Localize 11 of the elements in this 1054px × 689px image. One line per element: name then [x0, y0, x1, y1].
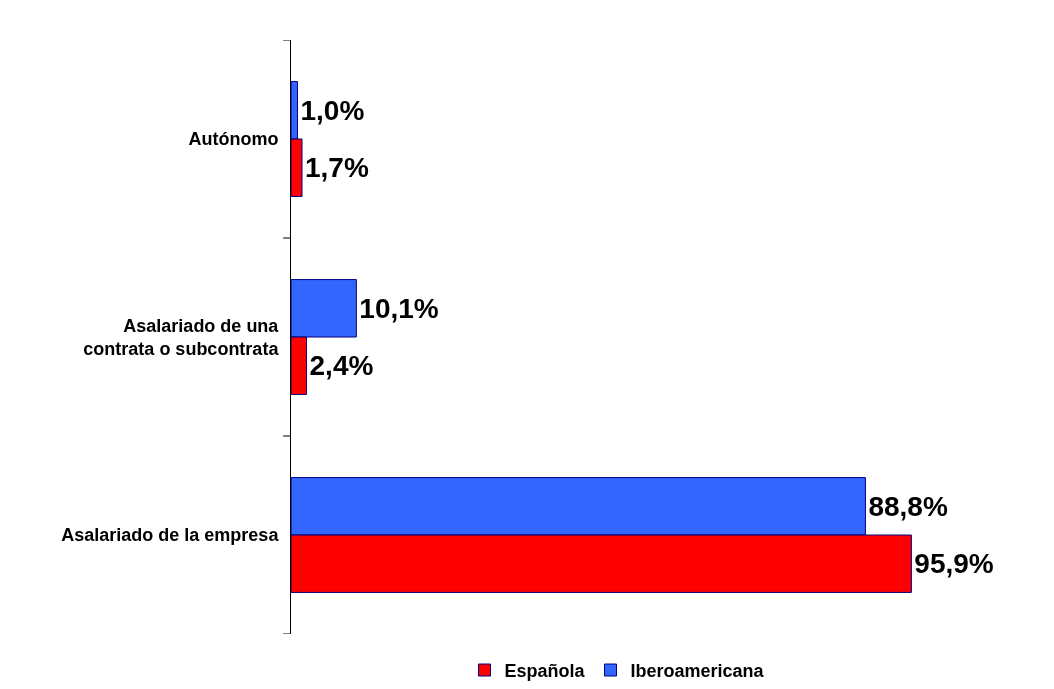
- y-tick-label: Asalariado de una contrata o subcontrata: [83, 315, 280, 359]
- data-label: 2,4%: [309, 350, 374, 382]
- legend-label: Española: [504, 661, 586, 682]
- data-label: 1,0%: [300, 94, 365, 126]
- data-label: 88,8%: [868, 490, 948, 522]
- data-label: 10,1%: [359, 292, 439, 324]
- data-label: 1,7%: [305, 152, 369, 184]
- data-label: 95,9%: [914, 548, 994, 580]
- y-tick-label: Asalariado de la empresa: [61, 525, 280, 546]
- y-tick-label: Autónomo: [188, 129, 279, 150]
- legend-label: Iberoamericana: [630, 661, 765, 682]
